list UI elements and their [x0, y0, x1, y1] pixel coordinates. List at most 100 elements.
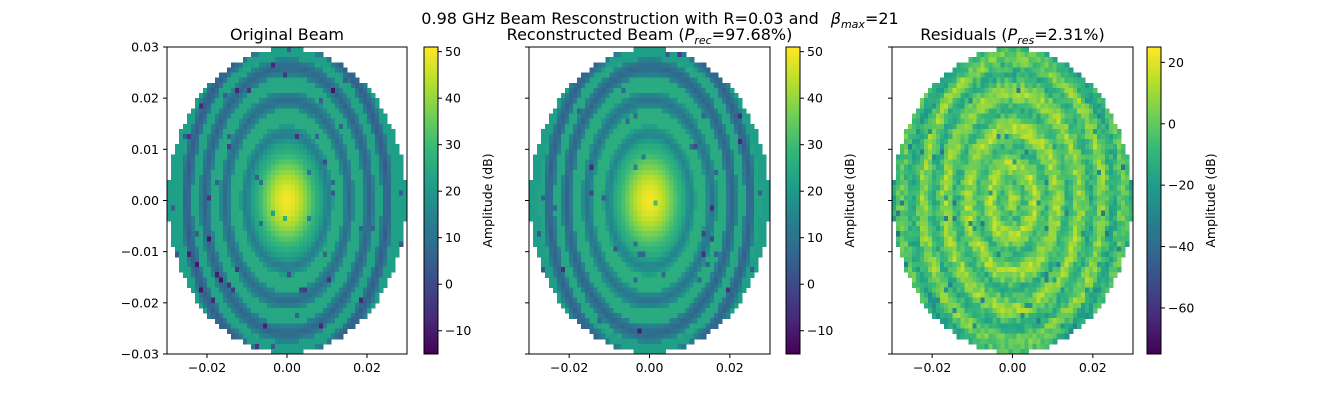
- heatmap-cell: [335, 287, 340, 294]
- heatmap-cell: [351, 318, 356, 324]
- heatmap-cell: [379, 241, 384, 248]
- heatmap-cell: [669, 139, 675, 145]
- heatmap-cell: [207, 241, 212, 248]
- heatmap-cell: [597, 287, 602, 294]
- heatmap-cell: [661, 185, 667, 191]
- heatmap-cell: [661, 313, 667, 319]
- heatmap-cell: [247, 272, 252, 278]
- heatmap-cell: [641, 251, 647, 258]
- heatmap-cell: [685, 185, 691, 191]
- heatmap-cell: [569, 261, 574, 268]
- heatmap-cell: [247, 190, 252, 196]
- heatmap-cell: [569, 210, 574, 217]
- heatmap-cell: [581, 174, 586, 181]
- heatmap-cell: [573, 210, 578, 217]
- heatmap-cell: [645, 82, 651, 89]
- heatmap-cell: [307, 215, 312, 222]
- heatmap-cell: [585, 307, 590, 314]
- heatmap-cell: [323, 108, 328, 115]
- heatmap-cell: [577, 210, 582, 217]
- heatmap-cell: [625, 98, 631, 104]
- heatmap-cell: [251, 200, 256, 207]
- heatmap-cell: [657, 72, 663, 79]
- heatmap-cell: [207, 174, 212, 181]
- heatmap-cell: [199, 185, 204, 191]
- heatmap-cell: [569, 128, 574, 135]
- heatmap-cell: [645, 313, 651, 319]
- heatmap-cell: [179, 133, 184, 140]
- heatmap-cell: [653, 338, 659, 345]
- heatmap-cell: [191, 149, 196, 156]
- heatmap-cell: [375, 123, 380, 130]
- heatmap-cell: [211, 251, 216, 258]
- heatmap-cell: [219, 251, 224, 258]
- heatmap-cell: [203, 246, 208, 253]
- heatmap-cell: [267, 103, 272, 109]
- heatmap-cell: [649, 190, 655, 196]
- heatmap-cell: [605, 302, 610, 309]
- heatmap-cell: [395, 190, 400, 196]
- heatmap-cell: [549, 113, 554, 120]
- heatmap-cell: [689, 108, 695, 115]
- heatmap-cell: [379, 185, 384, 191]
- heatmap-cell: [227, 313, 232, 319]
- heatmap-cell: [585, 215, 590, 222]
- heatmap-cell: [187, 246, 192, 253]
- heatmap-cell: [371, 144, 376, 150]
- heatmap-cell: [275, 154, 280, 161]
- heatmap-cell: [283, 338, 288, 345]
- heatmap-cell: [351, 139, 356, 145]
- heatmap-cell: [553, 185, 558, 191]
- heatmap-cell: [299, 169, 304, 176]
- heatmap-cell: [327, 205, 332, 212]
- heatmap-cell: [243, 139, 248, 145]
- heatmap-cell: [363, 246, 368, 253]
- heatmap-cell: [355, 123, 360, 130]
- heatmap-cell: [633, 241, 639, 248]
- heatmap-cell: [609, 77, 614, 84]
- heatmap-cell: [291, 251, 296, 258]
- heatmap-cell: [625, 292, 631, 299]
- heatmap-cell: [299, 323, 304, 330]
- colorbar-step: [424, 174, 438, 178]
- colorbar-step: [424, 103, 438, 107]
- heatmap-cell: [653, 226, 659, 232]
- heatmap-cell: [351, 185, 356, 191]
- heatmap-cell: [207, 149, 212, 156]
- heatmap-cell: [387, 261, 392, 268]
- heatmap-cell: [637, 302, 643, 309]
- heatmap-cell: [649, 118, 655, 125]
- heatmap-cell: [247, 118, 252, 125]
- heatmap-cell: [319, 251, 324, 258]
- heatmap-cell: [665, 251, 671, 258]
- heatmap-cell: [255, 226, 260, 232]
- heatmap-cell: [597, 220, 602, 227]
- heatmap-cell: [661, 210, 667, 217]
- heatmap-cell: [267, 210, 272, 217]
- heatmap-cell: [689, 144, 695, 150]
- heatmap-cell: [613, 231, 618, 237]
- heatmap-cell: [279, 215, 284, 222]
- heatmap-cell: [657, 93, 663, 99]
- heatmap-cell: [243, 297, 248, 304]
- heatmap-cell: [351, 246, 356, 253]
- heatmap-cell: [319, 333, 324, 340]
- heatmap-cell: [569, 267, 574, 273]
- heatmap-cell: [609, 313, 614, 319]
- heatmap-cell: [363, 231, 368, 237]
- heatmap-cell: [561, 272, 566, 278]
- heatmap-cell: [681, 226, 687, 232]
- heatmap-cell: [383, 261, 388, 268]
- heatmap-cell: [315, 62, 320, 69]
- heatmap-cell: [283, 149, 288, 156]
- heatmap-cell: [363, 133, 368, 140]
- heatmap-cell: [199, 164, 204, 171]
- heatmap-cell: [279, 82, 284, 89]
- heatmap-cell: [609, 267, 614, 273]
- heatmap-cell: [689, 282, 695, 289]
- heatmap-cell: [243, 113, 248, 120]
- heatmap-cell: [359, 246, 364, 253]
- heatmap-cell: [291, 323, 296, 330]
- heatmap-cell: [339, 62, 344, 69]
- heatmap-cell: [367, 169, 372, 176]
